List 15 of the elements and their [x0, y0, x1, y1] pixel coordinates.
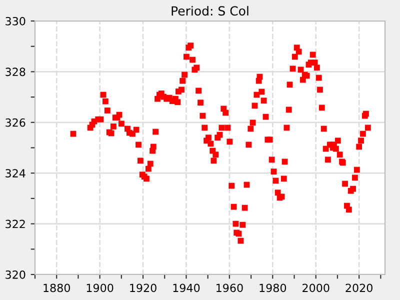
x-tick-label: 2020	[346, 284, 372, 292]
x-tick-label: 1900	[86, 284, 114, 292]
x-tick-label: 1920	[130, 284, 156, 292]
x-tick-label: 2000	[302, 284, 330, 292]
x-tick-label: 1880	[44, 284, 70, 292]
y-tick-label: 328	[6, 68, 26, 76]
x-tick-label: 1960	[216, 284, 243, 292]
chart-title: Period: S Col	[172, 6, 248, 16]
y-tick-label: 326	[6, 118, 26, 127]
x-tick-label: 1940	[173, 284, 200, 292]
y-tick-label: 330	[6, 16, 26, 26]
y-tick-label: 320	[6, 270, 26, 279]
x-tick-label: 1980	[260, 284, 286, 292]
y-tick-label: 322	[6, 220, 25, 228]
y-tick-label: 324	[6, 169, 26, 178]
